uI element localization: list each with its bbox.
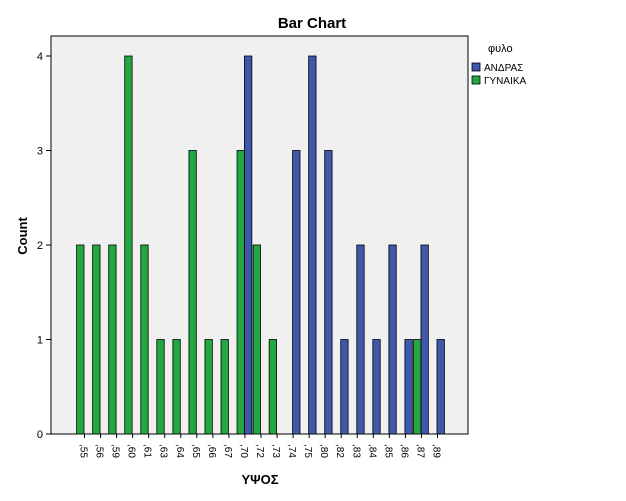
bar — [108, 244, 117, 435]
x-tick-label: ,59 — [110, 444, 121, 458]
bar — [124, 55, 133, 435]
x-tick-label: ,73 — [270, 444, 281, 458]
bar — [92, 244, 101, 435]
legend-swatch — [471, 62, 481, 72]
bar — [413, 339, 422, 435]
x-tick-label: ,63 — [158, 444, 169, 458]
x-tick-label: ,56 — [94, 444, 105, 458]
bar — [292, 150, 301, 435]
x-tick-label: ,66 — [206, 444, 217, 458]
x-tick-label: ,65 — [190, 444, 201, 458]
bar — [172, 339, 181, 435]
x-tick-label: ,64 — [174, 444, 185, 458]
bar — [356, 244, 365, 435]
x-tick-label: ,70 — [238, 444, 249, 458]
y-axis-label: Count — [15, 217, 30, 255]
x-tick-label: ,87 — [414, 444, 425, 458]
x-tick-label: ,67 — [222, 444, 233, 458]
bar — [252, 244, 261, 435]
x-tick-label: ,80 — [318, 444, 329, 458]
x-tick-label: ,61 — [142, 444, 153, 458]
y-tick-label: 3 — [37, 146, 43, 158]
bar — [140, 244, 149, 435]
legend-label: ΑΝΔΡΑΣ — [484, 63, 523, 74]
legend-swatch — [471, 75, 481, 85]
bar — [236, 150, 245, 435]
bar — [340, 339, 349, 435]
x-tick-label: ,85 — [382, 444, 393, 458]
x-tick-label: ,60 — [126, 444, 137, 458]
x-tick-label: ,89 — [431, 444, 442, 458]
bar — [220, 339, 229, 435]
x-axis-label: ΥΨΟΣ — [241, 472, 278, 487]
x-tick-label: ,82 — [334, 444, 345, 458]
bar — [156, 339, 165, 435]
y-tick-label: 0 — [37, 429, 43, 441]
bar — [188, 150, 197, 435]
y-tick-label: 1 — [37, 335, 43, 347]
x-tick-label: ,83 — [350, 444, 361, 458]
bar — [388, 244, 397, 435]
y-tick-label: 4 — [37, 51, 43, 63]
bar — [324, 150, 333, 435]
bar — [204, 339, 213, 435]
x-tick-label: ,55 — [78, 444, 89, 458]
chart-title: Bar Chart — [278, 15, 346, 32]
legend-label: ΓΥΝΑΙΚΑ — [484, 76, 527, 87]
x-tick-label: ,86 — [398, 444, 409, 458]
x-tick-label: ,84 — [366, 444, 377, 458]
bar — [268, 339, 277, 435]
bar — [76, 244, 85, 435]
y-tick-label: 2 — [37, 240, 43, 252]
x-tick-label: ,75 — [302, 444, 313, 458]
legend-title: φυλο — [488, 43, 513, 55]
bar — [420, 244, 429, 435]
bar — [436, 339, 445, 435]
bar — [308, 55, 317, 435]
x-tick-label: ,74 — [286, 444, 297, 458]
bar — [372, 339, 381, 435]
x-tick-label: ,72 — [254, 444, 265, 458]
bar — [404, 339, 413, 435]
bar — [244, 55, 253, 435]
